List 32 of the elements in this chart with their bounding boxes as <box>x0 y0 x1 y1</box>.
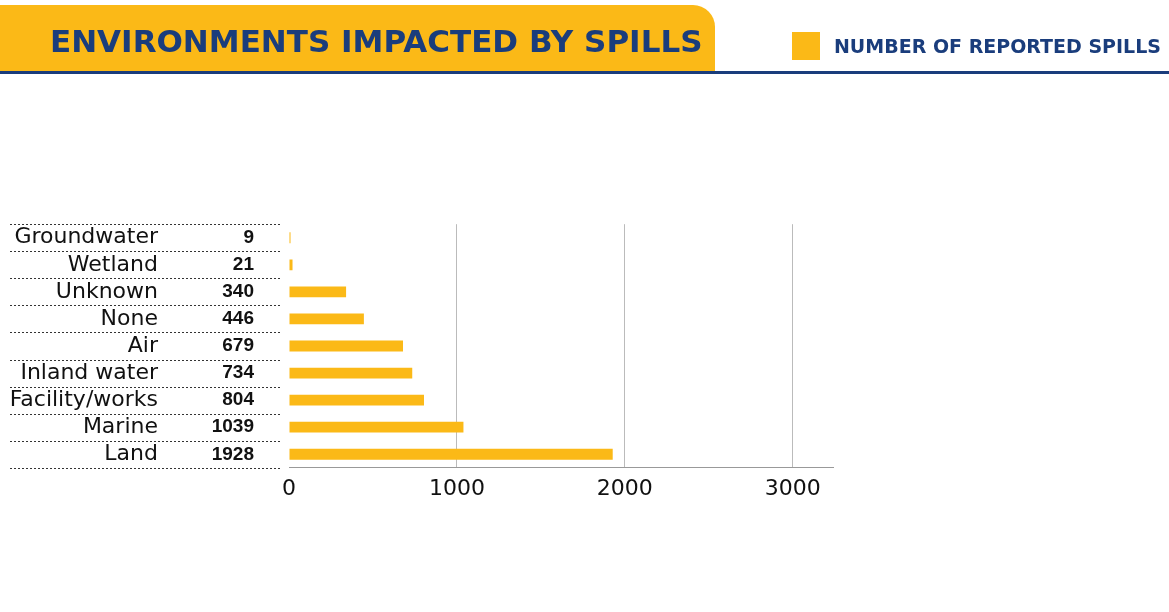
y-tick-label: Facility/works <box>9 385 158 411</box>
y-tick-label: Groundwater <box>14 223 159 249</box>
y-tick-label: Marine <box>82 412 158 438</box>
data-label: 679 <box>222 334 254 356</box>
y-tick-label: None <box>100 304 158 330</box>
bar <box>289 394 424 406</box>
data-label: 1928 <box>211 442 254 464</box>
chart-title: ENVIRONMENTS IMPACTED BY SPILLS <box>0 5 715 72</box>
x-tick-label: 2000 <box>596 474 653 500</box>
data-label: 9 <box>243 225 254 247</box>
legend-label: NUMBER OF REPORTED SPILLS <box>833 35 1161 57</box>
bar <box>289 259 293 271</box>
x-tick-label: 3000 <box>764 474 821 500</box>
data-label: 21 <box>232 253 255 275</box>
data-label: 446 <box>222 307 254 329</box>
bar <box>289 448 613 460</box>
x-tick-label: 1000 <box>428 474 485 500</box>
y-tick-label: Unknown <box>55 277 158 303</box>
bar <box>289 313 364 325</box>
bar <box>289 367 413 379</box>
y-tick-label: Inland water <box>20 358 159 384</box>
bar <box>289 286 347 298</box>
data-label: 340 <box>222 280 254 302</box>
data-label: 804 <box>222 388 255 410</box>
y-tick-label: Land <box>104 439 158 465</box>
data-label: 1039 <box>211 415 254 437</box>
x-tick-label: 0 <box>282 474 296 500</box>
data-label: 734 <box>222 361 255 383</box>
bar <box>289 340 404 352</box>
y-tick-label: Air <box>127 331 159 357</box>
bar <box>289 421 464 433</box>
y-tick-label: Wetland <box>67 250 158 276</box>
